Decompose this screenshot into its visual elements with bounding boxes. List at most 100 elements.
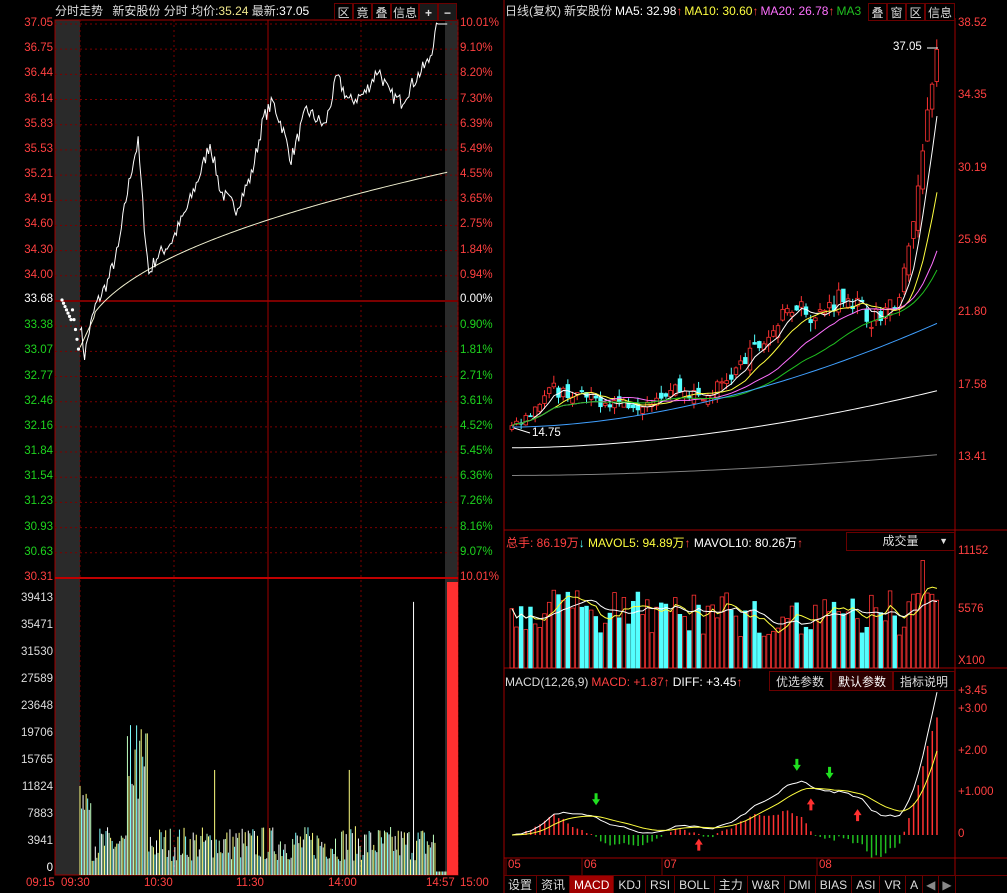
candle-up <box>883 307 888 319</box>
range-button[interactable]: 区 <box>906 3 925 21</box>
tab-资讯[interactable]: 资讯 <box>537 876 571 893</box>
month-label: 08 <box>819 859 832 871</box>
param-button[interactable]: 指标说明 <box>893 671 955 691</box>
diff-value: DIFF: +3.45 <box>672 675 737 689</box>
param-button[interactable]: 默认参数 <box>831 671 893 691</box>
ma60-line <box>511 322 938 428</box>
tab-设置[interactable]: 设置 <box>504 876 538 893</box>
price-axis-label: 32.77 <box>24 369 53 382</box>
param-button[interactable]: 优选参数 <box>769 671 831 691</box>
tab-boll[interactable]: BOLL <box>675 876 715 893</box>
ma5-line <box>511 116 938 427</box>
candle-up <box>813 317 818 322</box>
daily-volume-bar <box>850 598 855 669</box>
daily-volume-bar <box>556 594 561 669</box>
overlay-button[interactable]: 叠 <box>868 3 887 21</box>
info-button[interactable]: 信息 <box>391 3 419 21</box>
daily-volume-bar <box>929 593 935 669</box>
intraday-frame <box>54 19 459 876</box>
candle-up <box>537 403 543 412</box>
sell-arrow-icon <box>792 758 801 771</box>
tab-asi[interactable]: ASI <box>852 876 881 893</box>
time-axis-label: 09:15 <box>26 877 55 889</box>
sell-arrow-icon <box>825 766 834 779</box>
zoom-out-button[interactable]: − <box>438 3 457 21</box>
scroll-right-icon[interactable]: ▶ <box>939 876 956 893</box>
tab-a[interactable]: A <box>906 876 924 893</box>
daily-header: 日线(复权) 新安股份 MA5: 32.98↑ MA10: 30.60↑ MA20: 2… <box>505 2 863 20</box>
daily-volume-bar <box>635 591 641 669</box>
info-button[interactable]: 信息 <box>925 3 955 21</box>
dea-line <box>511 750 938 836</box>
pct-axis-label: 8.20% <box>460 67 493 80</box>
daily-volume-bar <box>887 590 893 669</box>
volume-axis-label: 3941 <box>27 835 53 847</box>
daily-volume-bar <box>775 627 781 669</box>
overlay-button[interactable]: 叠 <box>372 3 391 21</box>
tab-bias[interactable]: BIAS <box>816 876 853 893</box>
daily-volume-bar <box>817 618 823 669</box>
tab-kdj[interactable]: KDJ <box>614 876 647 893</box>
candle-up <box>817 309 823 312</box>
daily-volume-bar <box>869 594 874 669</box>
pct-axis-label: 4.55% <box>460 168 493 181</box>
candle-up <box>603 402 608 406</box>
scroll-left-icon[interactable]: ◀ <box>923 876 940 893</box>
tab-rsi[interactable]: RSI <box>646 876 676 893</box>
auction-area <box>55 20 80 875</box>
price-axis-label: 30.93 <box>24 520 53 533</box>
candle-up <box>724 380 729 385</box>
daily-volume-bar <box>892 615 897 669</box>
price-axis-label: 31.84 <box>24 445 53 458</box>
auction-button[interactable]: 竟 <box>353 3 372 21</box>
daily-volume-bar <box>934 599 939 669</box>
price-axis-label: 37.05 <box>24 17 53 29</box>
month-label: 05 <box>508 859 521 871</box>
candle-up <box>906 245 911 276</box>
daily-volume-bar <box>738 636 743 669</box>
daily-volume-bar <box>574 590 580 669</box>
candle-down <box>607 404 613 408</box>
price-axis-label: 30.31 <box>24 570 53 583</box>
candle-down <box>663 393 669 397</box>
candle-up <box>845 298 851 308</box>
tab-dmi[interactable]: DMI <box>785 876 816 893</box>
daily-volume-bar <box>878 612 883 669</box>
indicator-selector[interactable]: 成交量 ▼ <box>846 532 955 551</box>
candle-up <box>532 406 538 417</box>
last-label: 最新: <box>251 4 280 18</box>
candle-up <box>869 326 874 329</box>
candle-up <box>509 425 514 430</box>
daily-volume-bar <box>603 622 608 669</box>
candle-down <box>593 395 599 399</box>
candle-up <box>920 150 925 190</box>
daily-volume-bar <box>696 604 701 669</box>
volume-axis-label: 15765 <box>21 754 53 766</box>
tab-vr[interactable]: VR <box>880 876 907 893</box>
ma10-line <box>511 192 938 427</box>
macd-header: MACD(12,26,9) MACD: +1.87↑ DIFF: +3.45↑ <box>505 673 742 691</box>
tab-macd[interactable]: MACD <box>570 876 615 893</box>
range-button[interactable]: 区 <box>334 3 353 21</box>
zoom-in-button[interactable]: + <box>419 3 438 21</box>
candle-up <box>551 382 557 388</box>
daily-volume-bar <box>673 597 678 669</box>
daily-volume-bar <box>757 632 762 669</box>
avg-label: 均价: <box>191 4 219 18</box>
daily-volume-bar <box>766 633 771 669</box>
candle-up <box>897 297 902 309</box>
candle-down <box>696 387 701 396</box>
tab-w&r[interactable]: W&R <box>748 876 785 893</box>
window-button[interactable]: 窗 <box>887 3 906 21</box>
daily-volume-bar <box>588 609 594 669</box>
daily-volume-bar <box>598 632 603 669</box>
daily-volume-bar <box>668 610 673 669</box>
candle-up <box>799 301 804 308</box>
daily-volume-bar <box>780 616 785 669</box>
tab-主力[interactable]: 主力 <box>715 876 748 893</box>
auction-point <box>66 311 70 315</box>
volume-axis-label: 27589 <box>21 673 53 685</box>
pct-axis-label: 2.75% <box>460 218 493 231</box>
candle-up <box>747 347 753 371</box>
